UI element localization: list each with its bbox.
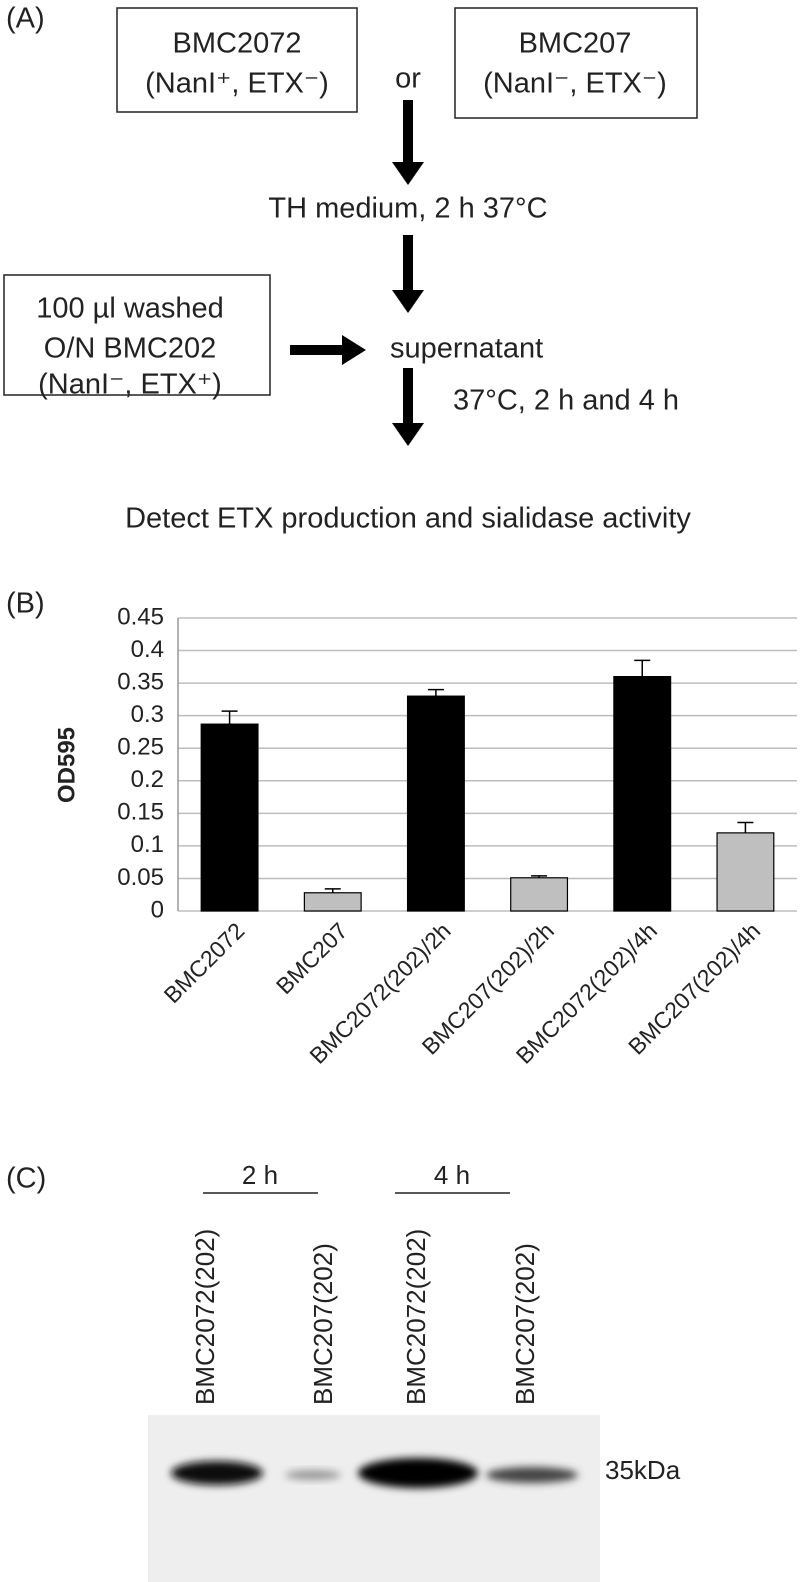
error-bar [531, 875, 548, 878]
panel-label: (B) [6, 588, 45, 620]
bar [613, 675, 672, 912]
arrow [290, 335, 366, 365]
lane-label: BMC207(202) [510, 1243, 540, 1405]
error-bar [324, 888, 341, 893]
step: TH medium, 2 h 37°C [268, 193, 547, 225]
lane-label: BMC2072(202) [401, 1229, 431, 1405]
y-tick-label: 0.45 [117, 603, 164, 630]
blot-band [285, 1470, 341, 1480]
y-tick-label: 0.1 [131, 831, 164, 858]
x-tick-label: BMC2072 [159, 917, 250, 1008]
y-tick-label: 0.25 [117, 734, 164, 761]
marker-label: 35kDa [605, 1455, 681, 1485]
blot-image [148, 1415, 600, 1582]
product: supernatant [390, 333, 543, 365]
strain-box [116, 7, 358, 113]
arrow [392, 100, 424, 185]
strain-box [454, 7, 698, 119]
bar [406, 695, 465, 912]
y-tick-label: 0.35 [117, 668, 164, 695]
bar [510, 877, 569, 912]
bar-chart: 0 0.05 0.1 0.15 0.2 0.25 0.3 0.35 0.4 0.45 BMC2072… [117, 603, 797, 1069]
bar [303, 892, 362, 912]
error-bar [634, 659, 651, 677]
strain-genotype: (NanI⁻, ETX⁻) [483, 68, 667, 100]
readout: Detect ETX production and sialidase acti… [125, 503, 691, 535]
donor-line: (NanI⁻, ETX⁺) [38, 369, 222, 401]
time-group: 4 h [434, 1160, 470, 1190]
y-tick-label: 0.3 [131, 701, 164, 728]
error-bar [221, 710, 238, 725]
bar [716, 832, 775, 912]
arrow [392, 235, 424, 313]
bar [200, 723, 259, 912]
donor-line: O/N BMC202 [44, 333, 216, 365]
donor-line: 100 µl washed [36, 293, 224, 325]
time-group: 2 h [242, 1160, 278, 1190]
error-bar [737, 821, 754, 833]
panel-label: (A) [6, 3, 45, 35]
panel-label: (C) [6, 1163, 46, 1195]
y-tick-label: 0.15 [117, 799, 164, 826]
lane-label: BMC207(202) [308, 1243, 338, 1405]
strain-genotype: (NanI⁺, ETX⁻) [145, 68, 329, 100]
error-bar [427, 688, 444, 697]
donor-box [3, 274, 271, 396]
blot-band [486, 1467, 578, 1483]
step: 37°C, 2 h and 4 h [453, 385, 679, 417]
connector: or [395, 63, 421, 95]
strain-name: BMC2072 [173, 28, 302, 60]
x-tick-label: BMC207 [271, 917, 353, 999]
y-axis-title: OD595 [53, 727, 80, 803]
blot-band [171, 1461, 263, 1485]
y-tick-label: 0.2 [131, 766, 164, 793]
strain-name: BMC207 [519, 28, 632, 60]
y-tick-label: 0.4 [131, 636, 164, 663]
y-tick-label: 0.05 [117, 864, 164, 891]
blot-band [358, 1458, 478, 1488]
y-tick-label: 0 [151, 896, 164, 923]
arrow [392, 368, 424, 446]
lane-label: BMC2072(202) [190, 1229, 220, 1405]
